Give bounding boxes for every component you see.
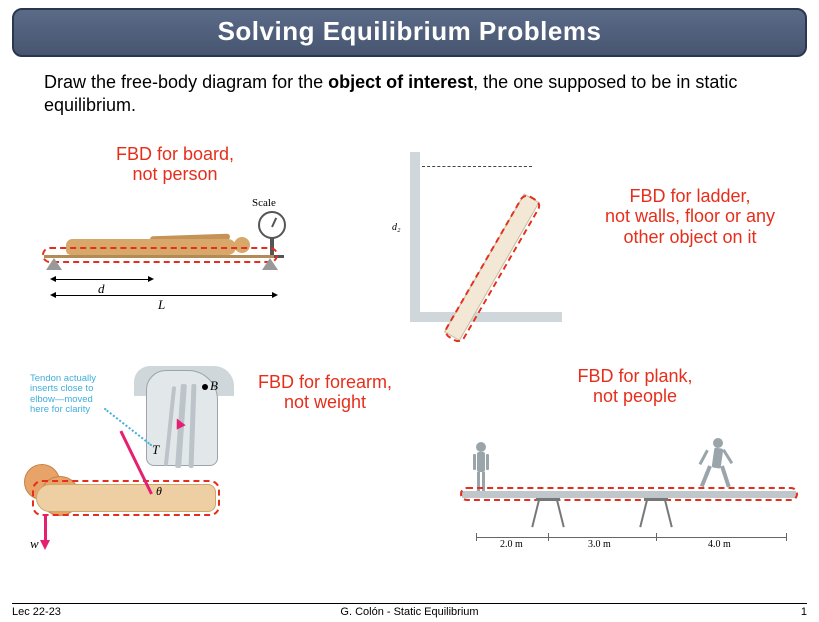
scale-dial-icon bbox=[258, 211, 286, 239]
caption-ladder-l3: other object on it bbox=[623, 227, 756, 247]
label-theta: θ bbox=[156, 484, 162, 499]
slide-title: Solving Equilibrium Problems bbox=[12, 8, 807, 57]
content-area: FBD for board, not person Scale d L bbox=[0, 134, 819, 574]
force-w bbox=[44, 514, 47, 542]
diagram-board: Scale d L bbox=[40, 191, 300, 301]
caption-plank: FBD for plank, not people bbox=[460, 366, 810, 407]
caption-plank-l2: not people bbox=[593, 386, 677, 406]
footer: Lec 22-23 G. Colón - Static Equilibrium … bbox=[12, 603, 807, 618]
force-w-head bbox=[40, 540, 50, 550]
support-left-icon bbox=[46, 258, 62, 270]
support-right-icon bbox=[262, 258, 278, 270]
dim-line-d bbox=[54, 279, 150, 280]
caption-ladder: FBD for ladder, not walls, floor or any … bbox=[580, 186, 800, 248]
fbd-highlight-board bbox=[42, 247, 278, 263]
scale-label: Scale bbox=[252, 197, 276, 209]
fbd-highlight-ladder bbox=[442, 192, 543, 345]
caption-board-l1: FBD for board, bbox=[116, 144, 234, 164]
caption-ladder-l2: not walls, floor or any bbox=[605, 206, 775, 226]
diagram-plank: 2.0 m 3.0 m 4.0 m bbox=[460, 413, 800, 553]
fbd-highlight-forearm bbox=[32, 480, 220, 516]
caption-forearm-l1: FBD for forearm, bbox=[258, 372, 392, 392]
dim-line-L bbox=[54, 295, 274, 296]
panel-board: FBD for board, not person Scale d L bbox=[40, 144, 310, 301]
floor-horizontal bbox=[410, 312, 562, 322]
caption-ladder-l1: FBD for ladder, bbox=[629, 186, 750, 206]
caption-forearm-l2: not weight bbox=[284, 392, 366, 412]
dim-4m: 4.0 m bbox=[708, 539, 731, 550]
dim-2m: 2.0 m bbox=[500, 539, 523, 550]
sawhorse-right-icon bbox=[644, 498, 668, 501]
intro-bold: object of interest bbox=[328, 72, 473, 92]
label-T: T bbox=[152, 442, 159, 458]
intro-pre: Draw the free-body diagram for the bbox=[44, 72, 328, 92]
caption-plank-l1: FBD for plank, bbox=[577, 366, 692, 386]
label-d2: d₂ bbox=[392, 222, 400, 233]
person-walking-icon bbox=[696, 437, 736, 493]
dim-L: L bbox=[158, 297, 165, 313]
dash-guide bbox=[422, 166, 532, 167]
panel-forearm: FBD for forearm, not weight Tendon actua… bbox=[30, 364, 430, 544]
tendon-pointer bbox=[104, 408, 153, 447]
diagram-ladder: d₂ bbox=[392, 152, 562, 332]
plank-dim-line bbox=[476, 537, 786, 538]
caption-board-l2: not person bbox=[132, 164, 217, 184]
label-B: B bbox=[210, 378, 218, 394]
wall-vertical bbox=[410, 152, 420, 322]
intro-text: Draw the free-body diagram for the objec… bbox=[44, 71, 775, 118]
panel-ladder: d₂ FBD for ladder, not walls, floor or a… bbox=[392, 152, 802, 332]
caption-board: FBD for board, not person bbox=[40, 144, 310, 185]
pivot-b bbox=[202, 384, 208, 390]
person-standing-icon bbox=[468, 441, 494, 493]
label-w: w bbox=[30, 536, 39, 552]
diagram-forearm: Tendon actually inserts close to elbow—m… bbox=[30, 364, 240, 544]
sawhorse-left-icon bbox=[536, 498, 560, 501]
caption-forearm: FBD for forearm, not weight bbox=[240, 372, 410, 413]
fbd-highlight-plank bbox=[460, 487, 798, 501]
tendon-note: Tendon actually inserts close to elbow—m… bbox=[30, 374, 110, 416]
panel-plank: FBD for plank, not people bbox=[460, 366, 810, 553]
footer-center: G. Colón - Static Equilibrium bbox=[12, 606, 807, 618]
dim-3m: 3.0 m bbox=[588, 539, 611, 550]
